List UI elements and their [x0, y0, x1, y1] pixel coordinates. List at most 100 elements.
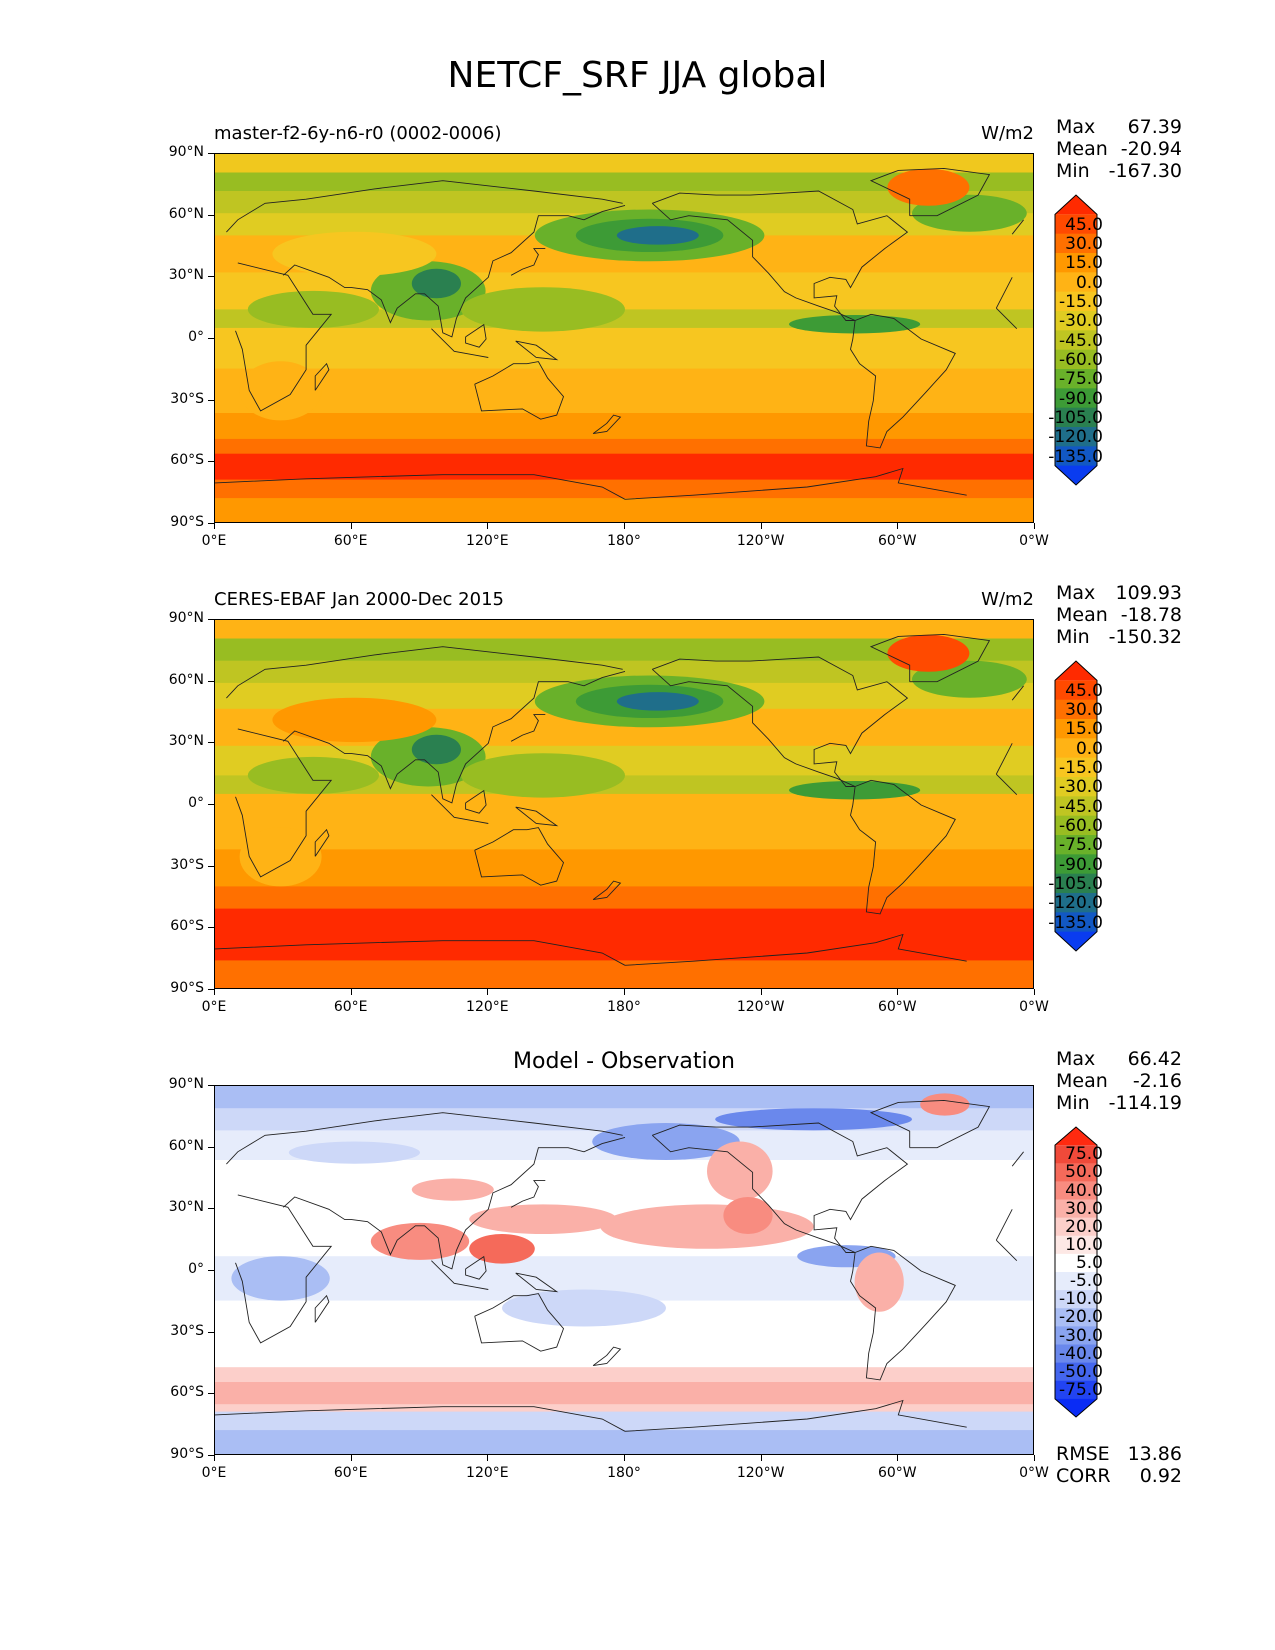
colorbar-swatch [1055, 1326, 1097, 1345]
lat-tick-mark [208, 619, 214, 620]
coastline-path [850, 779, 956, 915]
field-blob [370, 1222, 470, 1260]
coastline-path [474, 1293, 565, 1352]
colorbar-swatch [1055, 680, 1097, 701]
field-blob [723, 1197, 773, 1234]
coastline-path [652, 1122, 909, 1253]
lon-tick-label: 60°E [333, 1465, 368, 1481]
coastlines [215, 633, 1024, 966]
lon-tick-mark [624, 1455, 625, 1461]
colorbar-swatch [1055, 777, 1097, 797]
coastline-path [282, 1136, 626, 1270]
lon-tick-label: 120°E [466, 533, 509, 549]
colorbar-tick-label: -75.0 [1059, 835, 1103, 856]
colorbar-tick-label: -120.0 [1048, 427, 1103, 448]
map-canvas [215, 620, 1033, 988]
lon-tick-label: 120°W [736, 533, 785, 549]
lat-tick-label: 60°S [170, 452, 204, 469]
field-band [215, 368, 1033, 414]
colorbar-outline [1054, 194, 1098, 486]
stat-label: CORR [1056, 1465, 1111, 1487]
colorbar-tick-label: -135.0 [1048, 446, 1103, 467]
coastline-path [652, 656, 909, 787]
lon-tick-label: 0°E [201, 999, 227, 1015]
colorbar-swatch [1055, 253, 1097, 273]
colorbar-tick-label: 75.0 [1065, 1144, 1103, 1165]
lon-tick-label: 120°W [736, 1465, 785, 1481]
colorbar-tick-label: -40.0 [1059, 1343, 1103, 1364]
lon-tick-mark [897, 989, 899, 995]
colorbar-tick-label: -30.0 [1059, 1325, 1103, 1346]
coastline-path [592, 880, 622, 901]
field-blob [616, 226, 699, 245]
field-band [215, 1160, 1033, 1258]
coastline-path [515, 1272, 559, 1293]
map-panel [214, 153, 1034, 523]
colorbar-tick-label: 30.0 [1065, 700, 1103, 720]
coastline-path [651, 1134, 856, 1253]
field-band [215, 908, 1033, 962]
stat-value: 109.93 [1115, 582, 1182, 604]
coastlines [215, 167, 1024, 500]
field-band [215, 790, 1033, 851]
coastline-path [235, 1194, 1018, 1344]
colorbar-tick-label: -30.0 [1059, 777, 1103, 798]
colorbar-swatch [1055, 931, 1097, 951]
map-panel [214, 1085, 1034, 1455]
stat-label: Mean [1056, 1070, 1108, 1092]
field-blob [854, 1252, 904, 1312]
colorbar-swatch [1055, 1235, 1097, 1255]
colorbar-tick-label: 30.0 [1065, 1198, 1103, 1219]
field-band [215, 438, 1033, 455]
lon-tick-label: 60°E [333, 999, 368, 1015]
lat-tick-label: 30°S [170, 856, 204, 873]
lon-tick-label: 120°E [466, 1465, 509, 1481]
stat-label: Max [1056, 582, 1096, 604]
stat-label: RMSE [1056, 1443, 1110, 1465]
colorbar-swatch [1055, 1380, 1097, 1400]
lat-tick-mark [208, 1208, 214, 1210]
colorbar-swatch [1055, 214, 1097, 235]
colorbar-tick-label: 30.0 [1065, 234, 1103, 254]
lat-tick-label: 30°N [168, 733, 204, 750]
coastline-path [215, 1399, 967, 1432]
colorbar-swatch [1055, 291, 1097, 312]
lon-tick-mark [487, 523, 489, 529]
coastline-path [515, 340, 559, 361]
lat-tick-mark [208, 1270, 214, 1271]
coastline-path [431, 328, 489, 358]
colorbar-swatch [1055, 349, 1097, 370]
stat-label: Min [1056, 626, 1090, 648]
lat-tick-label: 90°N [168, 1076, 204, 1092]
stat-row: Min -114.19 [1056, 1092, 1182, 1114]
lat-tick-mark [208, 1393, 214, 1395]
colorbar-tick-label: -45.0 [1059, 796, 1103, 817]
colorbar-tick-label: 5.0 [1075, 1253, 1103, 1273]
lat-tick-mark [208, 927, 214, 929]
colorbar-swatch [1055, 1217, 1097, 1237]
field-band [215, 849, 1033, 888]
coastline-path [431, 1260, 489, 1290]
colorbar-swatch [1055, 195, 1097, 215]
lon-tick-mark [760, 1455, 762, 1461]
lon-tick-mark [214, 1455, 215, 1461]
field-blob [887, 634, 970, 672]
colorbar-tick-label: -15.0 [1059, 292, 1103, 312]
field-blob [411, 1178, 494, 1201]
lat-tick-mark [208, 276, 214, 278]
stat-label: Min [1056, 1092, 1090, 1114]
coastline-path [850, 313, 956, 449]
field-blob [887, 168, 970, 206]
coastline-path [282, 670, 626, 804]
lat-tick-label: 30°S [170, 1322, 204, 1339]
colorbar-swatch [1055, 330, 1097, 351]
stat-label: Mean [1056, 138, 1108, 160]
lon-tick-label: 0°E [201, 1465, 227, 1481]
coastline-path [314, 1294, 330, 1323]
field-band [215, 498, 1033, 522]
field-blob [715, 1108, 912, 1131]
coastline-path [226, 646, 623, 699]
field-band [215, 1382, 1033, 1406]
lon-tick-mark [760, 989, 762, 995]
colorbar-tick-label: -120.0 [1048, 893, 1103, 914]
